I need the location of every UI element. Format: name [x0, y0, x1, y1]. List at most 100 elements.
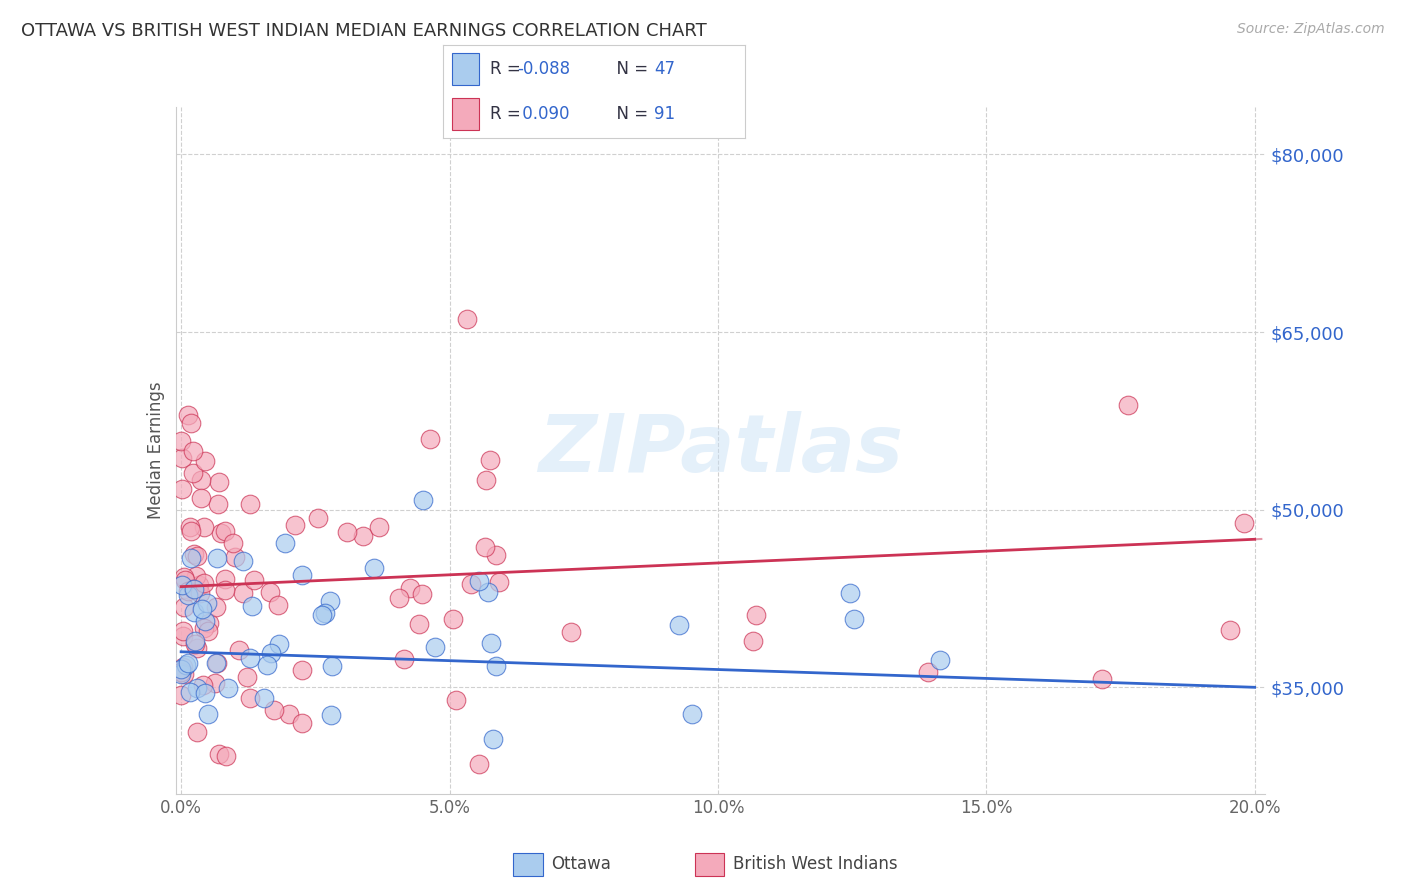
Point [243, 573, 266, 587]
Point [174, 574, 197, 588]
Point [170, 688, 193, 702]
Point [187, 578, 209, 592]
Point [314, 607, 336, 621]
Point [277, 707, 299, 722]
Point [468, 574, 491, 588]
Point [477, 584, 499, 599]
Point [367, 520, 389, 534]
Point [917, 665, 939, 679]
Point [1091, 672, 1114, 686]
Point [179, 685, 201, 699]
Point [214, 572, 236, 586]
Point [209, 526, 232, 541]
Point [844, 612, 866, 626]
Point [388, 591, 411, 605]
Point [267, 598, 290, 612]
Point [425, 640, 447, 654]
Point [488, 574, 510, 589]
Point [177, 583, 200, 598]
Point [181, 444, 204, 458]
Point [267, 637, 290, 651]
Point [468, 757, 491, 772]
Point [177, 657, 200, 671]
Point [215, 749, 238, 764]
Point [173, 667, 195, 681]
Point [208, 747, 231, 761]
Point [191, 602, 214, 616]
Point [256, 657, 278, 672]
Point [186, 681, 208, 695]
Point [291, 663, 314, 677]
Point [363, 560, 385, 574]
Point [291, 715, 314, 730]
Point [181, 582, 204, 596]
Point [222, 535, 245, 549]
Point [183, 547, 205, 561]
Text: OTTAWA VS BRITISH WEST INDIAN MEDIAN EARNINGS CORRELATION CHART: OTTAWA VS BRITISH WEST INDIAN MEDIAN EAR… [21, 22, 707, 40]
Point [183, 634, 205, 648]
Point [173, 570, 195, 584]
Point [681, 706, 703, 721]
Point [170, 662, 193, 676]
Text: 47: 47 [655, 60, 675, 78]
Point [1116, 398, 1139, 412]
Point [398, 582, 420, 596]
Point [485, 548, 508, 562]
Point [186, 640, 208, 655]
Point [205, 600, 228, 615]
Point [240, 599, 263, 614]
Point [214, 524, 236, 539]
Point [207, 656, 229, 670]
Point [172, 659, 194, 673]
Point [197, 624, 219, 639]
Point [929, 653, 952, 667]
Point [205, 656, 228, 670]
Y-axis label: Median Earnings: Median Earnings [146, 382, 165, 519]
Point [193, 575, 215, 590]
Point [441, 612, 464, 626]
Point [838, 585, 860, 599]
Point [274, 536, 297, 550]
Point [228, 643, 250, 657]
Point [284, 517, 307, 532]
Point [188, 586, 211, 600]
Point [668, 618, 690, 632]
Text: 0.090: 0.090 [517, 105, 569, 123]
Point [224, 549, 246, 564]
Point [259, 584, 281, 599]
Point [180, 417, 202, 431]
Point [1219, 623, 1241, 637]
Point [186, 724, 208, 739]
Point [172, 629, 194, 643]
Point [177, 409, 200, 423]
Point [184, 569, 207, 583]
Point [191, 678, 214, 692]
Point [478, 452, 501, 467]
Point [184, 637, 207, 651]
Point [183, 582, 205, 596]
Point [321, 707, 343, 722]
Text: Source: ZipAtlas.com: Source: ZipAtlas.com [1237, 22, 1385, 37]
Text: R =: R = [489, 60, 526, 78]
Point [193, 519, 215, 533]
Point [239, 651, 262, 665]
Point [307, 511, 329, 525]
Point [170, 665, 193, 680]
Text: R =: R = [489, 105, 526, 123]
Bar [451, 98, 479, 130]
Point [474, 541, 496, 555]
Point [352, 529, 374, 543]
Text: N =: N = [606, 60, 654, 78]
Text: British West Indians: British West Indians [733, 855, 897, 873]
Point [484, 659, 506, 673]
Point [482, 731, 505, 746]
Point [560, 625, 582, 640]
Point [194, 686, 217, 700]
Point [172, 578, 194, 592]
Point [190, 491, 212, 505]
Point [207, 498, 229, 512]
Point [460, 577, 482, 591]
Point [194, 454, 217, 468]
Point [179, 520, 201, 534]
Point [475, 474, 498, 488]
